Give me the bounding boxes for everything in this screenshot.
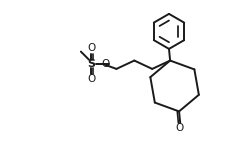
- Text: O: O: [101, 59, 109, 69]
- Text: O: O: [87, 75, 95, 84]
- Text: S: S: [87, 59, 95, 69]
- Text: O: O: [87, 43, 95, 53]
- Text: O: O: [175, 123, 183, 133]
